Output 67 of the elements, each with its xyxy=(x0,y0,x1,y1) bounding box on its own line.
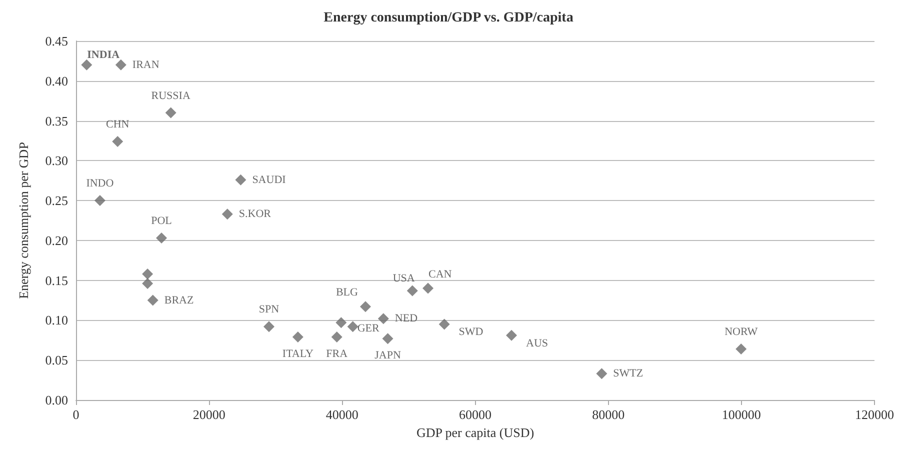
y-tick-label: 0.00 xyxy=(45,392,68,408)
point xyxy=(94,195,106,206)
series-label: INDIA xyxy=(87,48,120,61)
point xyxy=(438,318,450,330)
point xyxy=(81,59,92,70)
series-label: POL xyxy=(151,215,172,228)
y-tick-label: 0.20 xyxy=(45,232,68,248)
y-axis-title: Energy consumption per GDP xyxy=(16,142,31,299)
series-label: CAN xyxy=(428,268,452,280)
series-label: SAUDI xyxy=(252,174,286,186)
series-label: USA xyxy=(392,272,415,285)
x-tick-label: 0 xyxy=(72,407,80,422)
series-label: RUSSIA xyxy=(151,90,190,102)
series-label: GER xyxy=(357,322,380,335)
y-tick-label: 0.40 xyxy=(45,73,68,88)
point xyxy=(147,294,158,306)
series-label: NORW xyxy=(724,326,758,338)
point xyxy=(378,313,389,324)
point xyxy=(736,343,747,354)
series-label: SWTZ xyxy=(613,368,644,380)
y-tick-label: 0.35 xyxy=(45,113,68,128)
x-axis-title: GDP per capita (USD) xyxy=(416,425,534,440)
x-tick-label: 100000 xyxy=(722,407,761,422)
x-tick-label: 40000 xyxy=(326,407,358,422)
y-tick-label: 0.10 xyxy=(45,312,68,328)
point xyxy=(506,330,518,341)
series-label: BLG xyxy=(336,286,358,299)
x-tick-label: 60000 xyxy=(459,407,492,422)
y-tick-label: 0.05 xyxy=(45,352,68,368)
point xyxy=(596,368,608,380)
point xyxy=(422,282,434,294)
point xyxy=(112,136,124,148)
chart-title: Energy consumption/GDP vs. GDP/capita xyxy=(324,10,574,26)
point xyxy=(382,333,394,344)
point xyxy=(360,301,371,312)
point xyxy=(331,331,342,342)
series-label: CHN xyxy=(106,118,130,131)
point xyxy=(235,174,246,186)
x-tick-label: 120000 xyxy=(855,407,894,422)
series-label: ITALY xyxy=(282,348,314,360)
series-label: IRAN xyxy=(132,58,160,71)
series-label: AUS xyxy=(526,337,548,350)
point xyxy=(292,331,304,342)
point xyxy=(115,59,126,70)
series-label: INDO xyxy=(86,178,114,190)
point xyxy=(406,285,418,296)
point xyxy=(156,232,168,244)
point xyxy=(222,208,233,220)
x-tick-label: 20000 xyxy=(192,407,226,422)
series-label: BRAZ xyxy=(164,294,194,306)
point xyxy=(336,317,347,328)
y-tick-label: 0.30 xyxy=(45,153,68,168)
point xyxy=(142,278,154,290)
series-label: SWD xyxy=(458,326,484,338)
series-label: NED xyxy=(394,312,418,325)
point xyxy=(263,321,274,332)
point xyxy=(347,321,358,332)
y-tick-label: 0.45 xyxy=(45,34,68,48)
series-label: S.KOR xyxy=(238,208,272,220)
point xyxy=(165,107,176,118)
series-label: JAPN xyxy=(374,350,401,362)
y-tick-label: 0.15 xyxy=(45,272,68,288)
point xyxy=(142,268,154,280)
x-tick-label: 80000 xyxy=(592,407,625,422)
series-label: FRA xyxy=(326,348,348,360)
series-label: SPN xyxy=(258,304,280,316)
y-tick-label: 0.25 xyxy=(45,193,68,208)
